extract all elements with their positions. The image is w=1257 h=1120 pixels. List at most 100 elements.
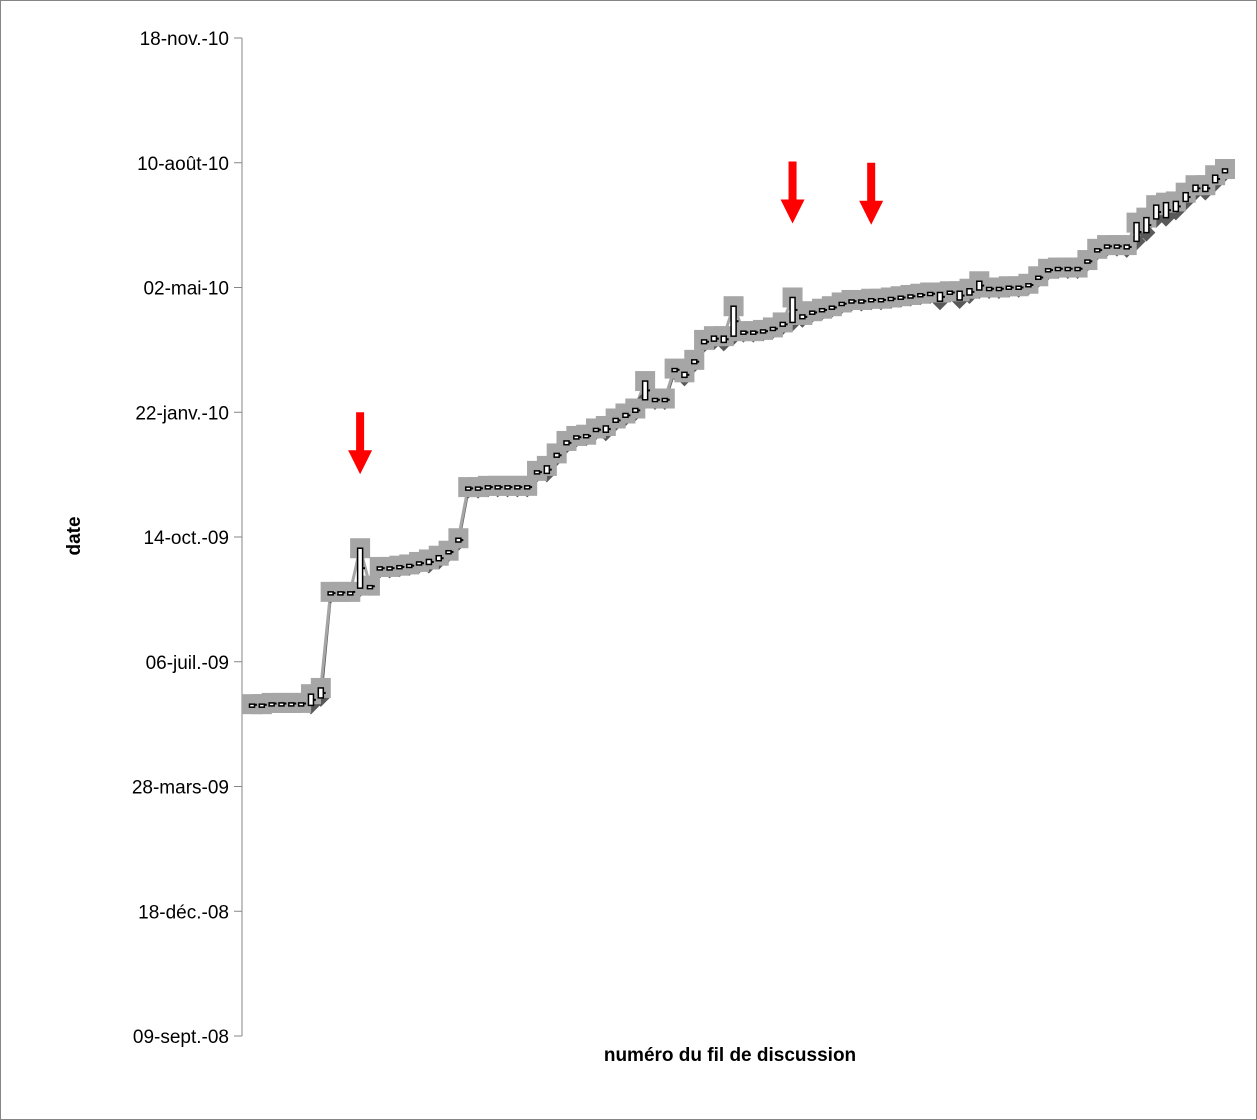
range-bar xyxy=(533,470,541,475)
range-bar xyxy=(838,301,845,307)
range-bar xyxy=(848,299,855,304)
red-arrow xyxy=(859,162,884,225)
range-bars xyxy=(248,168,1229,708)
y-tick-label: 09-sept.-08 xyxy=(133,1027,229,1048)
range-bar xyxy=(740,330,747,335)
range-bar xyxy=(406,563,413,569)
range-bar xyxy=(258,703,266,708)
range-bar xyxy=(504,485,511,490)
range-bar xyxy=(425,558,433,566)
range-bar xyxy=(327,591,334,596)
range-bar xyxy=(1035,275,1042,281)
range-bar xyxy=(1143,216,1150,234)
y-tick-label: 10-août-10 xyxy=(137,154,229,175)
range-bar xyxy=(514,485,521,490)
range-bar xyxy=(1172,200,1180,213)
y-tick-label: 22-janv.-10 xyxy=(135,403,229,424)
range-bar xyxy=(681,371,688,379)
range-bar xyxy=(917,292,924,298)
range-bar xyxy=(749,330,757,335)
range-bar xyxy=(828,305,836,310)
range-bar xyxy=(582,433,590,439)
range-bar xyxy=(710,335,718,342)
range-bar xyxy=(317,687,325,699)
range-bar xyxy=(543,465,551,475)
data-points xyxy=(242,158,1235,715)
x-axis-title: numéro du fil de discussion xyxy=(604,1045,856,1066)
range-bar xyxy=(553,452,560,458)
range-bar xyxy=(691,359,698,365)
range-bar xyxy=(248,703,256,708)
range-bar xyxy=(700,339,708,345)
range-bar xyxy=(877,297,885,303)
range-bar xyxy=(1064,266,1071,272)
series-line-high xyxy=(252,167,1226,706)
range-bar xyxy=(808,310,816,315)
y-axis: 09-sept.-08 18-déc.-08 28-mars-09 06-juil.-… xyxy=(132,29,243,1048)
range-bar xyxy=(1015,285,1022,291)
y-axis-title: date xyxy=(64,516,85,555)
range-bar xyxy=(789,296,796,324)
red-arrow xyxy=(348,412,373,475)
red-arrow xyxy=(780,161,805,224)
range-bar xyxy=(1123,244,1130,250)
range-bar xyxy=(1025,283,1032,288)
range-bar xyxy=(720,335,728,344)
range-bar xyxy=(356,547,364,589)
range-bar xyxy=(1221,168,1229,174)
range-bar xyxy=(956,290,963,301)
range-bar xyxy=(759,329,767,334)
range-bar xyxy=(1182,191,1189,203)
range-bar xyxy=(307,693,315,707)
range-bar xyxy=(337,591,344,596)
range-bar xyxy=(926,291,934,297)
range-bar xyxy=(936,291,944,302)
range-bar xyxy=(445,549,452,555)
range-bar xyxy=(1133,221,1140,243)
range-bar xyxy=(661,397,669,403)
range-bar xyxy=(1084,259,1091,264)
range-bar xyxy=(396,564,403,570)
range-bar xyxy=(907,294,914,299)
y-tick-label: 28-mars-09 xyxy=(132,778,229,799)
range-bar xyxy=(995,286,1003,292)
range-bar xyxy=(779,321,786,327)
range-bar xyxy=(602,425,610,433)
range-bar xyxy=(867,297,875,303)
range-bar xyxy=(484,485,492,490)
range-bar xyxy=(966,287,973,296)
range-bar xyxy=(386,566,393,571)
range-bar xyxy=(818,307,826,313)
range-bar xyxy=(1162,201,1170,219)
range-bar xyxy=(523,485,531,490)
range-bar xyxy=(268,702,275,707)
y-tick-label: 14-oct.-09 xyxy=(143,528,229,549)
range-bar xyxy=(297,702,305,707)
range-bar xyxy=(1054,266,1062,272)
range-bar xyxy=(671,367,678,373)
range-bar xyxy=(1103,244,1111,249)
range-bar xyxy=(1192,184,1199,193)
y-tick-label: 18-déc.-08 xyxy=(138,902,229,923)
range-bar xyxy=(641,380,649,401)
range-bar xyxy=(278,702,285,707)
range-bar xyxy=(612,417,619,423)
range-bar xyxy=(730,305,737,337)
range-bar xyxy=(1093,248,1101,253)
range-bar xyxy=(858,299,865,304)
range-bar xyxy=(622,412,629,418)
range-bar xyxy=(1202,184,1209,193)
range-bar xyxy=(1152,204,1160,220)
y-tick-label: 18-nov.-10 xyxy=(140,29,229,50)
range-bar xyxy=(1044,268,1052,273)
range-bar xyxy=(474,486,482,491)
range-bar xyxy=(946,290,954,295)
annotation-arrows xyxy=(348,161,884,475)
range-bar xyxy=(897,295,904,300)
range-bar xyxy=(494,485,501,490)
y-tick-label: 06-juil.-09 xyxy=(146,653,229,674)
range-bar xyxy=(1074,266,1081,272)
range-bar xyxy=(769,326,777,332)
